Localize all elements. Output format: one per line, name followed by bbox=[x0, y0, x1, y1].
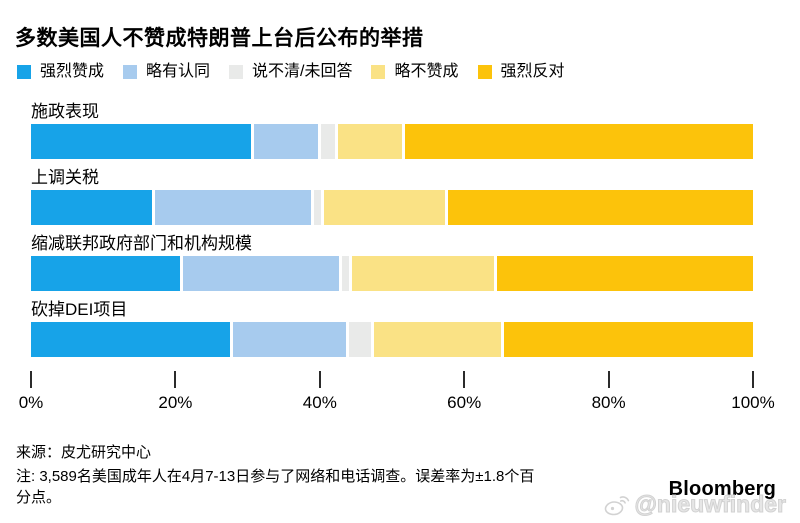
bar-segment bbox=[31, 322, 230, 358]
legend-label: 说不清/未回答 bbox=[252, 63, 353, 81]
legend-label: 略有认同 bbox=[146, 63, 211, 81]
legend-swatch bbox=[17, 65, 31, 80]
legend-label: 略不赞成 bbox=[394, 63, 459, 81]
legend: 强烈赞成 略有认同 说不清/未回答 略不赞成 强烈反对 bbox=[17, 63, 800, 81]
bar-segment bbox=[31, 190, 152, 226]
bar-segment bbox=[447, 190, 753, 226]
x-axis: 0% 20% 40% 60% 80% 100% bbox=[19, 371, 775, 415]
bar-segment bbox=[497, 256, 753, 292]
tick-mark bbox=[318, 371, 321, 389]
category-label: 砍掉DEI项目 bbox=[31, 300, 128, 320]
note-line: 注: 3,589名美国成年人在4月7-13日参与了网络和电话调查。误差率为±1.… bbox=[16, 468, 535, 486]
tick-mark bbox=[607, 371, 610, 389]
bar-segment bbox=[324, 190, 445, 226]
legend-item: 略不赞成 bbox=[371, 63, 459, 81]
tick-mark bbox=[30, 371, 32, 389]
bar-segment bbox=[342, 256, 350, 292]
bar-segment bbox=[373, 322, 502, 358]
bar-segment bbox=[31, 256, 181, 292]
note-text: 注: 3,589名美国成年人在4月7-13日参与了网络和电话调查。误差率为±1.… bbox=[16, 466, 800, 508]
bar-segment bbox=[183, 256, 340, 292]
tick-mark bbox=[174, 371, 177, 389]
footer: 来源：皮尤研究中心 注: 3,589名美国成年人在4月7-13日参与了网络和电话… bbox=[16, 443, 800, 508]
legend-swatch bbox=[229, 65, 244, 80]
axis-tick: 100% bbox=[713, 371, 793, 412]
bar-segment bbox=[31, 124, 252, 160]
note-line: 分点。 bbox=[16, 489, 62, 507]
bar-segment bbox=[154, 190, 311, 226]
legend-item: 略有认同 bbox=[123, 63, 210, 81]
source-text: 来源：皮尤研究中心 bbox=[16, 444, 152, 462]
stacked-bar bbox=[31, 256, 753, 292]
legend-label: 强烈赞成 bbox=[40, 63, 105, 81]
legend-item: 强烈赞成 bbox=[17, 63, 104, 81]
bar-segment bbox=[321, 124, 336, 160]
stacked-bar bbox=[31, 190, 753, 226]
bar-segment bbox=[232, 322, 347, 358]
chart-row: 砍掉DEI项目 bbox=[31, 300, 753, 358]
watermark: @nieuwfinder bbox=[603, 491, 786, 518]
tick-label: 100% bbox=[731, 393, 775, 413]
tick-mark bbox=[463, 371, 466, 389]
tick-label: 20% bbox=[158, 393, 193, 413]
stacked-bar bbox=[31, 322, 753, 358]
axis-tick: 40% bbox=[280, 371, 360, 412]
chart-row: 施政表现 bbox=[31, 102, 754, 160]
stacked-bar bbox=[31, 124, 754, 160]
tick-label: 80% bbox=[591, 393, 626, 413]
legend-label: 强烈反对 bbox=[500, 63, 565, 81]
bar-segment bbox=[504, 322, 753, 358]
tick-label: 40% bbox=[302, 393, 337, 413]
chart-row: 缩减联邦政府部门和机构规模 bbox=[31, 234, 753, 292]
bar-segment bbox=[313, 190, 321, 226]
category-label: 上调关税 bbox=[31, 168, 99, 188]
stacked-bar-chart: 施政表现上调关税缩减联邦政府部门和机构规模 砍掉DEI项目 bbox=[31, 102, 754, 358]
category-label: 缩减联邦政府部门和机构规模 bbox=[31, 234, 252, 254]
legend-swatch bbox=[123, 65, 138, 80]
axis-tick: 80% bbox=[569, 371, 649, 412]
legend-item: 说不清/未回答 bbox=[229, 63, 352, 81]
tick-label: 0% bbox=[18, 393, 44, 413]
bar-segment bbox=[254, 124, 318, 160]
chart-row: 上调关税 bbox=[31, 168, 753, 226]
weibo-icon bbox=[603, 493, 631, 517]
axis-tick: 60% bbox=[424, 371, 504, 412]
bar-segment bbox=[405, 124, 754, 160]
legend-swatch bbox=[477, 65, 492, 80]
tick-mark bbox=[752, 371, 754, 389]
bloomberg-logo: Bloomberg bbox=[668, 478, 776, 500]
page-title: 多数美国人不赞成特朗普上台后公布的举措 bbox=[15, 27, 424, 50]
bar-segment bbox=[352, 256, 495, 292]
watermark-handle: @nieuwfinder bbox=[634, 491, 786, 518]
bar-segment bbox=[349, 322, 371, 358]
bar-segment bbox=[338, 124, 403, 160]
legend-item: 强烈反对 bbox=[477, 63, 565, 81]
category-label: 施政表现 bbox=[31, 102, 99, 122]
legend-swatch bbox=[371, 65, 386, 80]
axis-tick: 20% bbox=[135, 371, 215, 412]
tick-label: 60% bbox=[447, 393, 482, 413]
axis-tick: 0% bbox=[0, 371, 71, 412]
